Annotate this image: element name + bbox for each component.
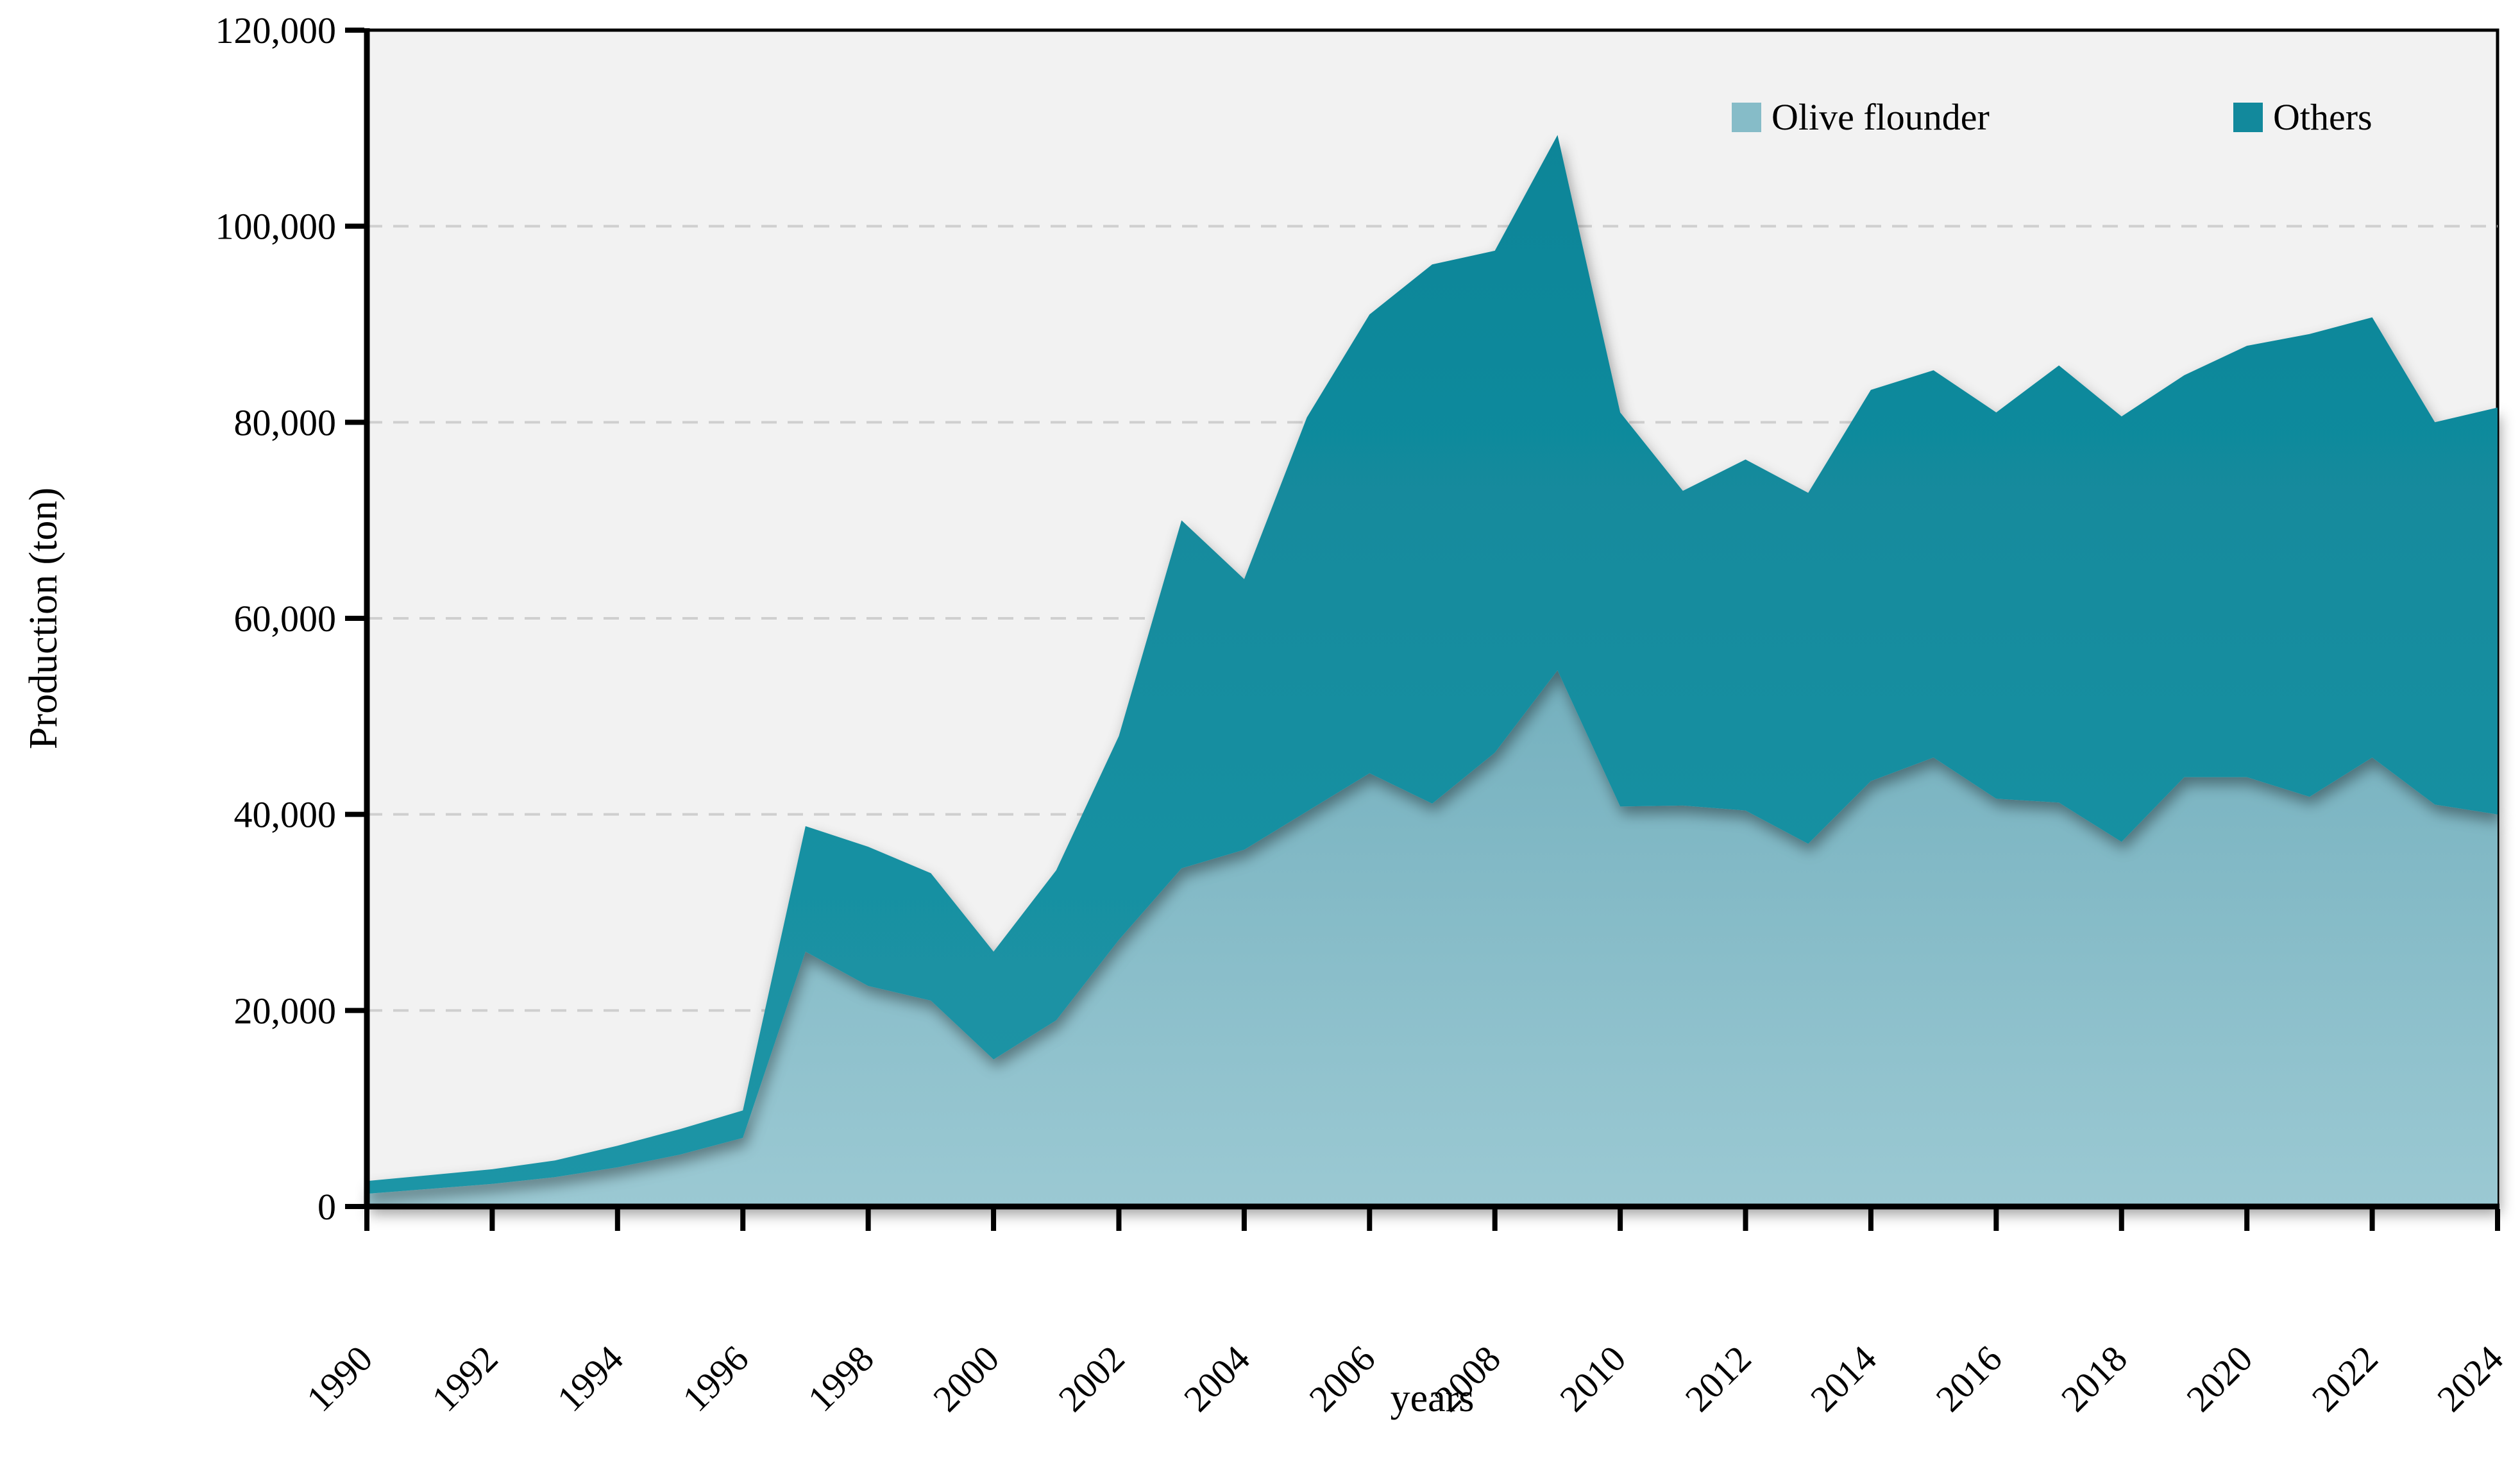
x-tick-label-2002: 2002: [1051, 1337, 1133, 1419]
x-axis-title: years: [1391, 1376, 1475, 1420]
x-tick-label-2024: 2024: [2429, 1337, 2511, 1419]
x-tick-label-2020: 2020: [2178, 1337, 2260, 1419]
x-tick-label-1998: 1998: [800, 1337, 882, 1419]
axes: [345, 28, 2500, 1231]
legend-label-olive-flounder: Olive flounder: [1772, 96, 1990, 138]
x-tick-label-1992: 1992: [424, 1337, 506, 1419]
y-tick-label-20000: 20,000: [234, 990, 337, 1031]
area-olive-flounder: [367, 670, 2498, 1207]
x-tick-label-2004: 2004: [1176, 1337, 1258, 1419]
x-tick-label-2000: 2000: [925, 1337, 1007, 1419]
y-tick-label-60000: 60,000: [234, 598, 337, 639]
x-tick-label-2012: 2012: [1677, 1337, 1759, 1419]
y-axis-title: Production (ton): [22, 487, 65, 749]
x-tick-label-2014: 2014: [1802, 1337, 1884, 1419]
legend-swatch-others: [2233, 103, 2263, 132]
y-tick-labels: 0 20,000 40,000 60,000 80,000 100,000 120,000: [216, 10, 337, 1228]
y-tick-label-100000: 100,000: [216, 206, 337, 248]
x-tick-label-2016: 2016: [1928, 1337, 2010, 1419]
y-tick-label-80000: 80,000: [234, 402, 337, 443]
y-tick-label-40000: 40,000: [234, 794, 337, 836]
x-tick-label-2006: 2006: [1301, 1337, 1383, 1419]
area-series: [367, 135, 2498, 1207]
x-tick-label-2022: 2022: [2304, 1337, 2386, 1419]
legend-label-others: Others: [2273, 96, 2372, 138]
y-tick-label-0: 0: [317, 1186, 336, 1228]
legend-swatch-olive-flounder: [1732, 103, 1761, 132]
x-tick-label-1994: 1994: [549, 1337, 631, 1419]
x-tick-label-2010: 2010: [1552, 1337, 1634, 1419]
y-tick-label-120000: 120,000: [216, 10, 337, 51]
legend: Olive flounder Others: [1732, 96, 2372, 138]
x-tick-label-1996: 1996: [674, 1337, 756, 1419]
area-others: [367, 135, 2498, 1194]
x-tick-label-1990: 1990: [298, 1337, 380, 1419]
x-tick-label-2018: 2018: [2053, 1337, 2135, 1419]
